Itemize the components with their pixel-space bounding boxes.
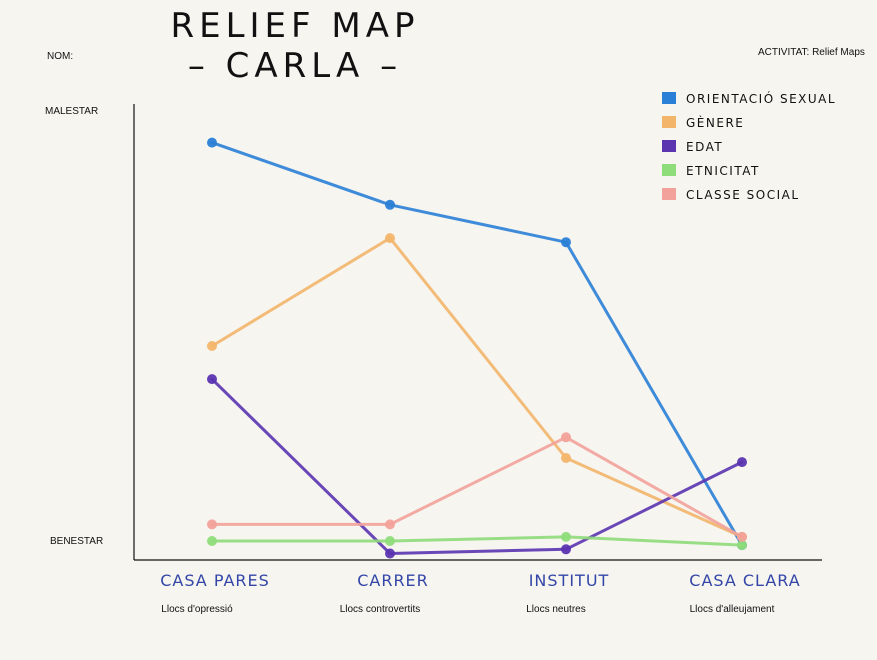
- data-point-edat: [207, 374, 217, 385]
- legend-swatch: [662, 116, 676, 128]
- legend-item: CLASSE SOCIAL: [662, 188, 800, 202]
- data-point-orientaci-sexual: [385, 199, 395, 210]
- legend-swatch: [662, 164, 676, 176]
- legend-swatch: [662, 188, 676, 200]
- legend-item: ETNICITAT: [662, 164, 760, 178]
- title-line-2: – CARLA –: [187, 46, 403, 86]
- y-axis-top-label: MALESTAR: [45, 106, 98, 117]
- legend-label: CLASSE SOCIAL: [686, 188, 800, 202]
- legend-label: EDAT: [686, 140, 723, 154]
- legend-label: ORIENTACIÓ SEXUAL: [686, 91, 836, 106]
- y-axis-bottom-label: BENESTAR: [50, 536, 103, 547]
- series-line-edat: [210, 377, 744, 555]
- legend-label: GÈNERE: [686, 115, 744, 130]
- data-point-etnicitat: [737, 540, 747, 551]
- series-line-orientaci-sexual: [210, 141, 744, 547]
- x-tick-label: CASA CLARA: [689, 571, 800, 590]
- legend-item: EDAT: [662, 140, 723, 154]
- data-point-etnicitat: [207, 536, 217, 546]
- chart-series: [207, 137, 747, 559]
- legend-label: ETNICITAT: [686, 164, 760, 178]
- x-group-label: Llocs neutres: [526, 604, 585, 615]
- x-tick-label: INSTITUT: [529, 571, 610, 590]
- series-classe-social: [207, 432, 747, 542]
- data-point-classe-social: [737, 531, 747, 542]
- data-point-edat: [385, 548, 395, 559]
- series-line-classe-social: [210, 435, 744, 539]
- data-point-etnicitat: [561, 531, 571, 542]
- data-point-g-nere: [561, 453, 571, 463]
- x-tick-label: CASA PARES: [160, 571, 270, 590]
- x-axis-labels: CASA PARES CARRER INSTITUT CASA CLARA Llocs …: [160, 571, 800, 615]
- legend-swatch: [662, 140, 676, 152]
- chart-legend: ORIENTACIÓ SEXUAL GÈNERE EDAT ETNICITAT CLAS…: [662, 91, 836, 202]
- data-point-etnicitat: [385, 536, 395, 546]
- series-line-etnicitat: [210, 535, 744, 547]
- data-point-classe-social: [207, 519, 217, 530]
- activitat-label: ACTIVITAT: Relief Maps: [758, 47, 865, 58]
- data-point-edat: [737, 457, 747, 468]
- data-point-orientaci-sexual: [207, 137, 217, 148]
- x-group-label: Llocs d'opressió: [161, 604, 233, 615]
- data-point-classe-social: [561, 432, 571, 443]
- title-line-1: RELIEF MAP: [170, 6, 420, 46]
- series-etnicitat: [207, 531, 747, 551]
- x-group-label: Llocs controvertits: [340, 604, 421, 615]
- data-point-g-nere: [385, 233, 395, 244]
- data-point-edat: [561, 544, 571, 555]
- data-point-orientaci-sexual: [561, 237, 571, 248]
- nom-label: NOM:: [47, 51, 74, 62]
- x-group-label: Llocs d'alleujament: [690, 604, 775, 615]
- legend-item: GÈNERE: [662, 115, 744, 130]
- series-edat: [207, 374, 747, 559]
- chart-axes: MALESTAR BENESTAR: [45, 104, 822, 561]
- legend-swatch: [662, 92, 676, 104]
- data-point-classe-social: [385, 519, 395, 530]
- series-line-g-nere: [210, 236, 744, 539]
- x-tick-label: CARRER: [357, 571, 429, 590]
- legend-item: ORIENTACIÓ SEXUAL: [662, 91, 836, 106]
- data-point-g-nere: [207, 341, 217, 351]
